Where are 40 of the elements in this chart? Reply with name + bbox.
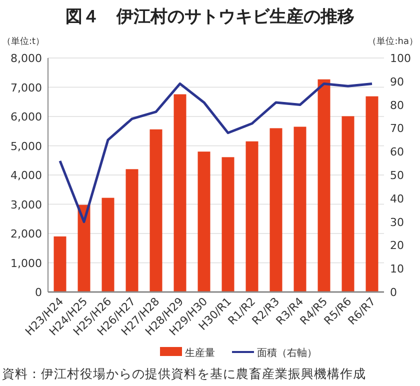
y2-tick-label: 0 <box>390 286 397 299</box>
y-tick-label: 8,000 <box>10 52 42 65</box>
y2-tick-label: 20 <box>390 239 404 252</box>
y-tick-label: 5,000 <box>10 140 42 153</box>
y2-tick-label: 10 <box>390 262 404 276</box>
line-series <box>58 82 374 224</box>
y2-tick-label: 90 <box>390 75 404 88</box>
y2-axis-title: （単位:ha） <box>368 36 418 47</box>
bar <box>270 128 282 292</box>
bar <box>222 157 234 292</box>
bar <box>318 79 330 292</box>
bar <box>126 169 138 292</box>
y-tick-label: 2,000 <box>10 228 42 240</box>
y-tick-label: 4,000 <box>10 169 42 182</box>
bar <box>102 198 114 292</box>
bar <box>294 126 306 292</box>
bar <box>342 116 354 292</box>
y-tick-label: 3,000 <box>10 198 42 212</box>
chart-title: 図４ 伊江村のサトウキビ生産の推移 <box>66 7 354 27</box>
bar <box>246 141 258 292</box>
bar <box>150 129 162 292</box>
bar <box>198 152 210 292</box>
y2-tick-label: 80 <box>390 98 404 112</box>
y-tick-label: 0 <box>35 286 42 299</box>
y-tick-label: 1,000 <box>10 256 42 270</box>
y2-tick-label: 40 <box>390 192 404 206</box>
y-axis-title: （単位:t） <box>2 36 45 47</box>
y-tick-label: 6,000 <box>10 110 42 124</box>
bar <box>366 96 378 292</box>
y2-tick-label: 30 <box>390 216 404 229</box>
legend-label: 面積（右軸） <box>257 347 317 359</box>
y2-tick-label: 100 <box>390 52 411 65</box>
y2-tick-label: 60 <box>390 146 404 159</box>
y2-tick-label: 50 <box>390 169 404 182</box>
legend-label: 生産量 <box>185 347 215 359</box>
text: 資料：伊江村役場からの提供資料を基に農畜産業振興機構作成 <box>2 366 366 381</box>
y2-tick-label: 70 <box>390 122 404 136</box>
bar <box>174 94 186 292</box>
bar <box>54 236 66 292</box>
y-tick-label: 7,000 <box>10 81 42 94</box>
